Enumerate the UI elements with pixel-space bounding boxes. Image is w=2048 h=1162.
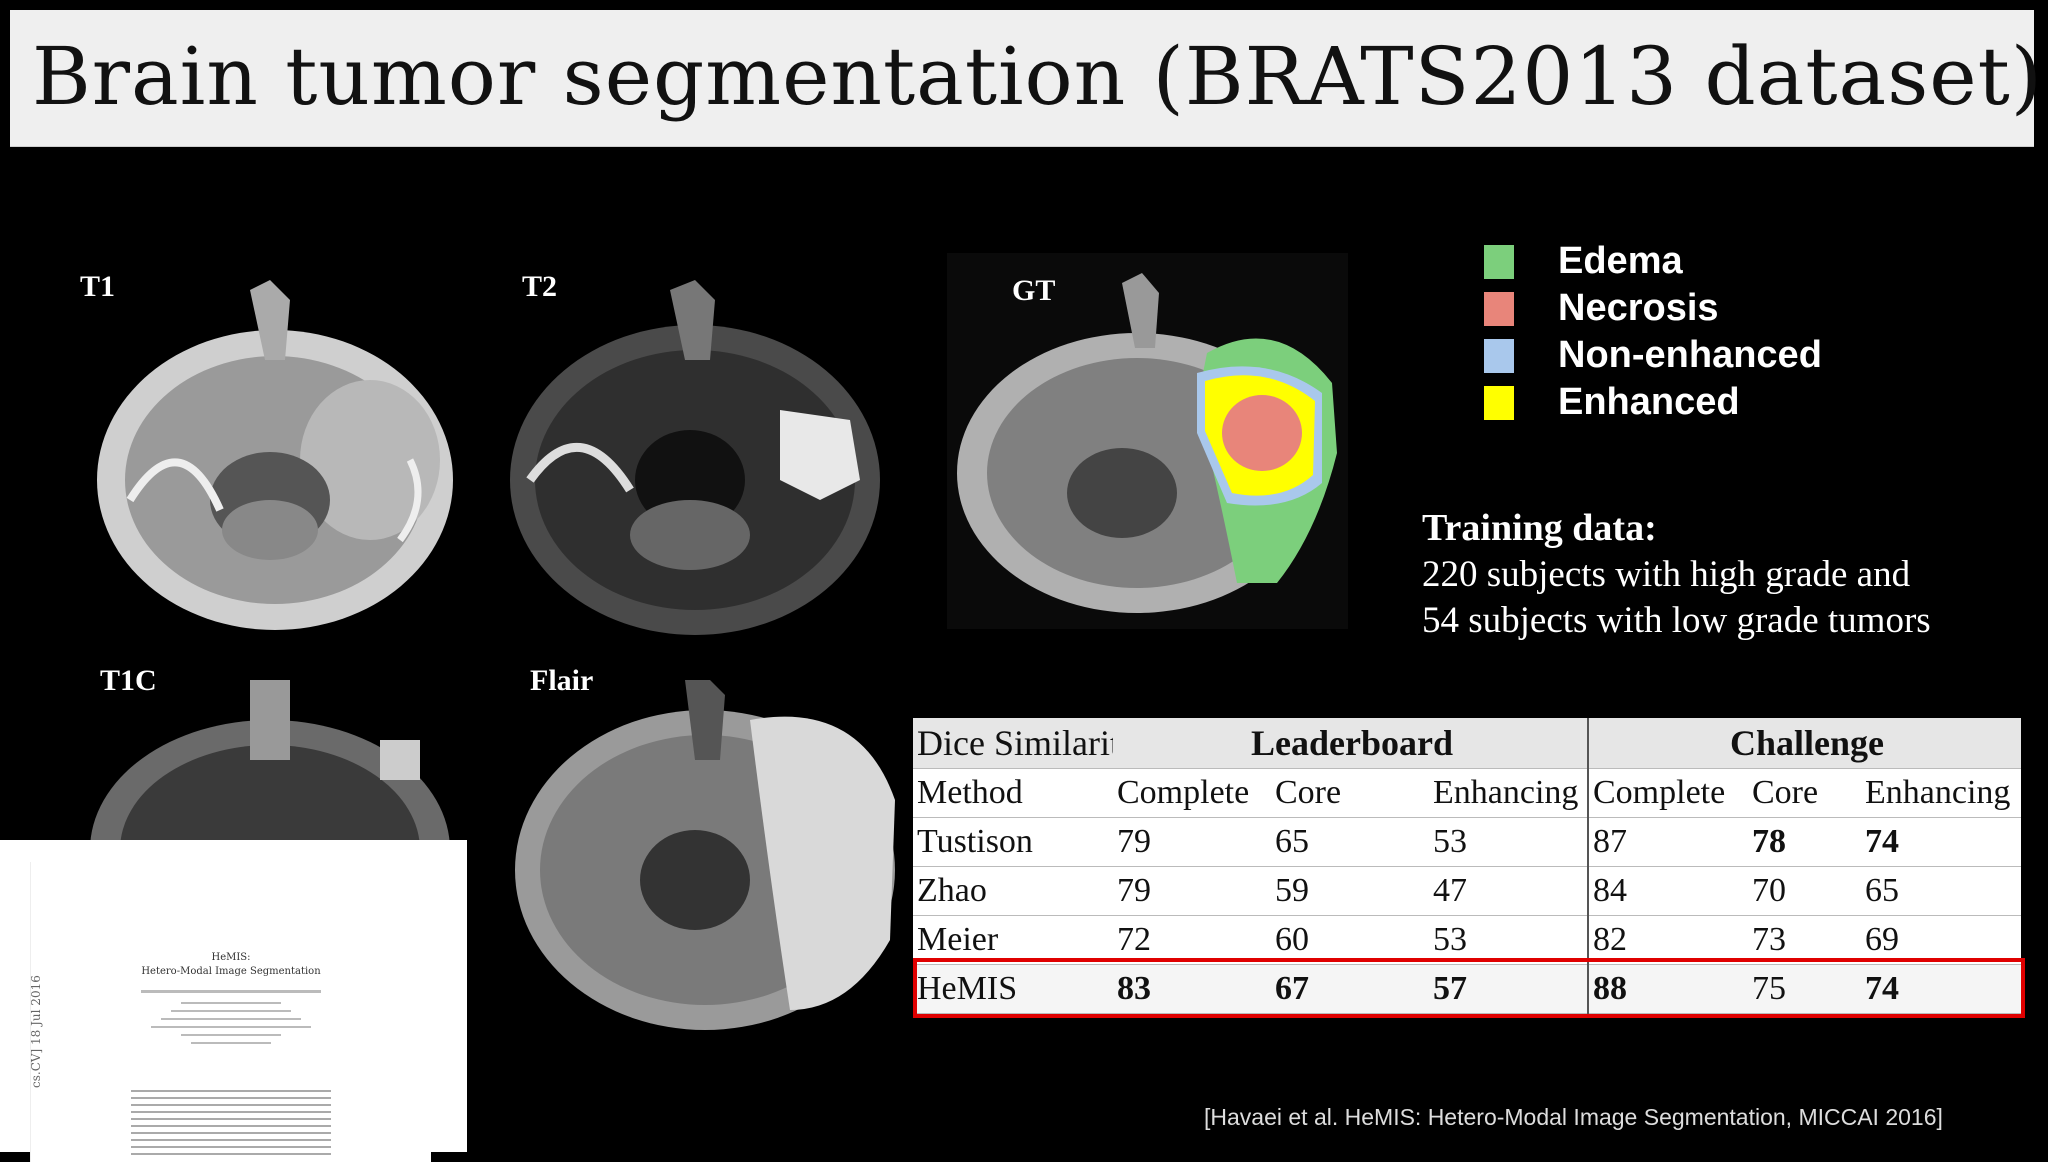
- t2-scan-image: [510, 280, 880, 635]
- table-cell: 57: [1429, 964, 1589, 1014]
- segmentation-legend: Edema Necrosis Non-enhanced Enhanced: [1484, 238, 1822, 426]
- paper-text-lines: [141, 990, 321, 1044]
- slide-title: Brain tumor segmentation (BRATS2013 data…: [32, 30, 2043, 123]
- table-cell: 67: [1271, 964, 1429, 1014]
- t2-label: T2: [522, 270, 558, 303]
- table-cell: 59: [1271, 866, 1429, 916]
- method-cell: HeMIS: [913, 964, 1113, 1014]
- t1-label: T1: [80, 270, 116, 303]
- paper-page: HeMIS: Hetero-Modal Image Segmentation c…: [29, 862, 431, 1162]
- table-cell: 74: [1861, 817, 2022, 867]
- hemis-highlight-box: [913, 958, 2025, 1018]
- legend-item-necrosis: Necrosis: [1484, 285, 1822, 332]
- legend-label: Non-enhanced: [1558, 334, 1822, 376]
- leaderboard-header: Leaderboard: [1113, 718, 1589, 769]
- table-cell: 65: [1271, 817, 1429, 867]
- table-cell: 72: [1113, 915, 1271, 965]
- table-cell: 83: [1113, 964, 1271, 1014]
- table-cell: 73: [1748, 915, 1861, 965]
- table-row: Zhao 79 59 47 84 70 65: [913, 866, 2022, 916]
- table-row-hemis: HeMIS 83 67 57 88 75 74: [913, 964, 2022, 1014]
- table-cell: 70: [1748, 866, 1861, 916]
- column-header: Enhancing: [1429, 768, 1589, 818]
- table-row: Tustison 79 65 53 87 78 74: [913, 817, 2022, 867]
- training-data-note: Training data: 220 subjects with high gr…: [1422, 504, 1931, 644]
- table-cell: 53: [1429, 915, 1589, 965]
- table-cell: 53: [1429, 817, 1589, 867]
- table-cell: 69: [1861, 915, 2022, 965]
- method-cell: Zhao: [913, 866, 1113, 916]
- training-line-2: 54 subjects with low grade tumors: [1422, 600, 1931, 641]
- enhanced-swatch: [1484, 385, 1514, 420]
- legend-label: Edema: [1558, 240, 1683, 282]
- paper-subtitle: Hetero-Modal Image Segmentation: [141, 966, 321, 977]
- table-cell: 88: [1588, 964, 1748, 1014]
- table-cell: 75: [1748, 964, 1861, 1014]
- legend-item-non-enhanced: Non-enhanced: [1484, 332, 1822, 379]
- title-bar: Brain tumor segmentation (BRATS2013 data…: [10, 10, 2042, 147]
- necrosis-swatch: [1484, 291, 1514, 326]
- table-cell: 79: [1113, 817, 1271, 867]
- training-heading: Training data:: [1422, 507, 1657, 549]
- arxiv-stamp: cs.CV] 18 Jul 2016: [29, 975, 43, 1088]
- non-enhanced-swatch: [1484, 338, 1514, 373]
- table-cell: 60: [1271, 915, 1429, 965]
- flair-label: Flair: [530, 664, 594, 697]
- table-cell: 84: [1588, 866, 1748, 916]
- column-header: Enhancing: [1861, 768, 2022, 818]
- table-cell: 65: [1861, 866, 2022, 916]
- t1-scan-image: [97, 280, 453, 630]
- legend-item-edema: Edema: [1484, 238, 1822, 285]
- flair-scan-image: [515, 680, 895, 1030]
- legend-item-enhanced: Enhanced: [1484, 379, 1822, 426]
- gt-scan-image: [957, 273, 1337, 613]
- legend-label: Enhanced: [1558, 381, 1740, 423]
- table-cell: 74: [1861, 964, 2022, 1014]
- corner-header: Dice Similarity: [913, 718, 1113, 769]
- citation: [Havaei et al. HeMIS: Hetero-Modal Image…: [1204, 1104, 1943, 1130]
- paper-thumbnail: HeMIS: Hetero-Modal Image Segmentation c…: [0, 840, 467, 1162]
- training-line-1: 220 subjects with high grade and: [1422, 554, 1911, 595]
- table-cell: 82: [1588, 915, 1748, 965]
- gt-label: GT: [1012, 274, 1056, 307]
- column-header: Complete: [1588, 768, 1748, 818]
- method-cell: Tustison: [913, 817, 1113, 867]
- column-header: Complete: [1113, 768, 1271, 818]
- column-header: Core: [1271, 768, 1429, 818]
- table-cell: 87: [1588, 817, 1748, 867]
- challenge-header: Challenge: [1588, 718, 2022, 769]
- column-header: Core: [1748, 768, 1861, 818]
- table-cell: 78: [1748, 817, 1861, 867]
- t1c-scan-image: [90, 680, 450, 850]
- table-cell: 47: [1429, 866, 1589, 916]
- legend-label: Necrosis: [1558, 287, 1719, 329]
- method-cell: Meier: [913, 915, 1113, 965]
- table-column-row: Method Complete Core Enhancing Complete …: [913, 768, 2022, 818]
- column-header: Method: [913, 768, 1113, 818]
- paper-title: HeMIS:: [211, 952, 251, 963]
- table-cell: 79: [1113, 866, 1271, 916]
- t1c-label: T1C: [100, 664, 157, 697]
- dice-results-table: Dice Similarity Leaderboard Challenge Me…: [913, 718, 2022, 1014]
- edema-swatch: [1484, 244, 1514, 279]
- paper-abstract-lines: [131, 1090, 331, 1155]
- table-header-row: Dice Similarity Leaderboard Challenge: [913, 718, 2022, 769]
- table-row: Meier 72 60 53 82 73 69: [913, 915, 2022, 965]
